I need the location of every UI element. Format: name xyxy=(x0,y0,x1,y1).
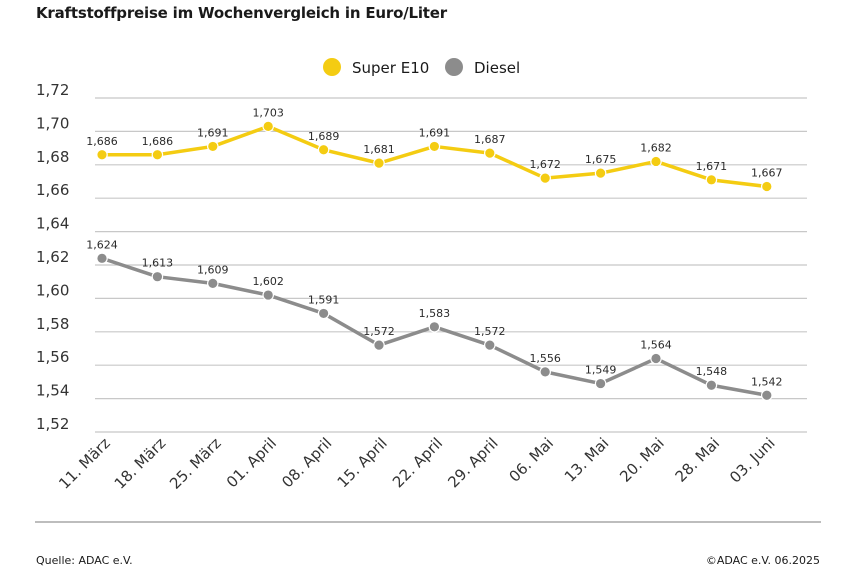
legend-marker xyxy=(445,58,463,76)
data-point xyxy=(483,339,496,351)
data-label: 1,548 xyxy=(696,365,728,378)
x-tick-label: 25. März xyxy=(166,434,225,493)
data-label: 1,686 xyxy=(86,135,118,148)
data-point xyxy=(317,143,330,156)
data-point xyxy=(705,379,718,392)
x-tick-label: 22. April xyxy=(389,434,446,491)
grid-lines xyxy=(95,97,807,433)
data-label: 1,583 xyxy=(419,307,451,320)
data-label: 1,703 xyxy=(252,106,284,119)
data-point xyxy=(428,320,441,333)
x-tick-label: 18. März xyxy=(111,434,170,493)
data-point xyxy=(317,307,330,320)
y-tick-label: 1,70 xyxy=(36,114,69,132)
data-label: 1,591 xyxy=(308,293,340,306)
y-tick-label: 1,58 xyxy=(36,315,69,333)
data-point xyxy=(207,277,219,290)
data-point xyxy=(96,252,108,265)
data-point xyxy=(151,270,164,283)
data-label: 1,542 xyxy=(751,375,783,388)
legend-label: Diesel xyxy=(474,59,520,77)
x-tick-label: 28. Mai xyxy=(672,434,724,486)
data-label: 1,687 xyxy=(474,133,506,146)
y-tick-label: 1,52 xyxy=(36,415,69,433)
y-tick-label: 1,68 xyxy=(36,148,69,166)
y-tick-label: 1,72 xyxy=(36,81,69,99)
data-label: 1,572 xyxy=(363,325,395,338)
series-super-e10: 1,686 1,686 1,691 1,703 1,689 1,681 1,691 1,687… xyxy=(86,106,783,193)
x-tick-label: 11. März xyxy=(55,434,114,493)
data-label: 1,691 xyxy=(419,126,451,139)
data-label: 1,672 xyxy=(529,158,561,171)
data-point xyxy=(594,167,607,179)
y-tick-label: 1,62 xyxy=(36,248,69,266)
data-point xyxy=(539,172,551,184)
data-point xyxy=(151,148,164,161)
y-tick-label: 1,60 xyxy=(36,281,69,299)
chart-title: Kraftstoffpreise im Wochenvergleich in E… xyxy=(36,4,447,22)
series-diesel: 1,624 1,613 1,609 1,602 1,591 1,572 1,583 1,572… xyxy=(86,238,783,402)
footer-divider xyxy=(35,521,821,523)
data-label: 1,572 xyxy=(474,325,506,338)
x-tick-label: 06. Mai xyxy=(505,434,557,486)
data-point xyxy=(96,148,108,161)
y-tick-label: 1,56 xyxy=(36,348,69,366)
data-label: 1,667 xyxy=(751,167,783,180)
data-point xyxy=(483,147,496,159)
source-note: Quelle: ADAC e.V. xyxy=(36,554,133,567)
data-point xyxy=(262,120,274,133)
y-axis-ticks: 1,72 1,70 1,68 1,66 1,64 1,62 1,60 1,58 1,56 1,54… xyxy=(36,81,69,433)
data-point xyxy=(262,289,274,301)
data-label: 1,624 xyxy=(86,238,118,251)
data-point xyxy=(760,389,773,402)
data-label: 1,613 xyxy=(142,257,174,270)
x-tick-label: 03. Juni xyxy=(726,434,778,486)
x-tick-label: 13. Mai xyxy=(561,434,613,486)
x-tick-label: 15. April xyxy=(334,434,391,491)
data-point xyxy=(373,157,385,169)
data-label: 1,671 xyxy=(696,160,728,173)
data-point xyxy=(760,180,773,193)
data-point xyxy=(650,352,662,365)
data-label: 1,689 xyxy=(308,130,340,143)
data-label: 1,609 xyxy=(197,263,229,276)
copyright-note: ©ADAC e.V. 06.2025 xyxy=(705,554,820,567)
data-label: 1,682 xyxy=(640,141,672,154)
data-label: 1,564 xyxy=(640,339,672,352)
data-point xyxy=(705,174,718,186)
y-tick-label: 1,64 xyxy=(36,215,69,233)
data-point xyxy=(650,155,662,168)
data-label: 1,675 xyxy=(585,153,617,166)
data-label: 1,681 xyxy=(363,143,395,156)
data-label: 1,556 xyxy=(529,352,561,365)
y-tick-label: 1,54 xyxy=(36,382,69,400)
data-point xyxy=(428,140,441,153)
data-label: 1,602 xyxy=(252,275,284,288)
x-tick-label: 08. April xyxy=(278,434,335,491)
x-tick-label: 29. April xyxy=(444,434,501,491)
data-point xyxy=(207,140,219,153)
data-label: 1,691 xyxy=(197,126,229,139)
legend-marker xyxy=(323,58,341,76)
data-label: 1,549 xyxy=(585,364,617,377)
x-tick-label: 20. Mai xyxy=(616,434,668,486)
data-label: 1,686 xyxy=(142,135,174,148)
y-tick-label: 1,66 xyxy=(36,181,69,199)
series-group: 1,686 1,686 1,691 1,703 1,689 1,681 1,691 1,687… xyxy=(86,106,783,402)
data-point xyxy=(594,377,607,390)
data-point xyxy=(539,366,551,378)
legend-label: Super E10 xyxy=(352,59,429,77)
data-point xyxy=(373,339,385,351)
x-tick-label: 01. April xyxy=(223,434,280,491)
legend: Super E10 Diesel xyxy=(323,58,520,77)
